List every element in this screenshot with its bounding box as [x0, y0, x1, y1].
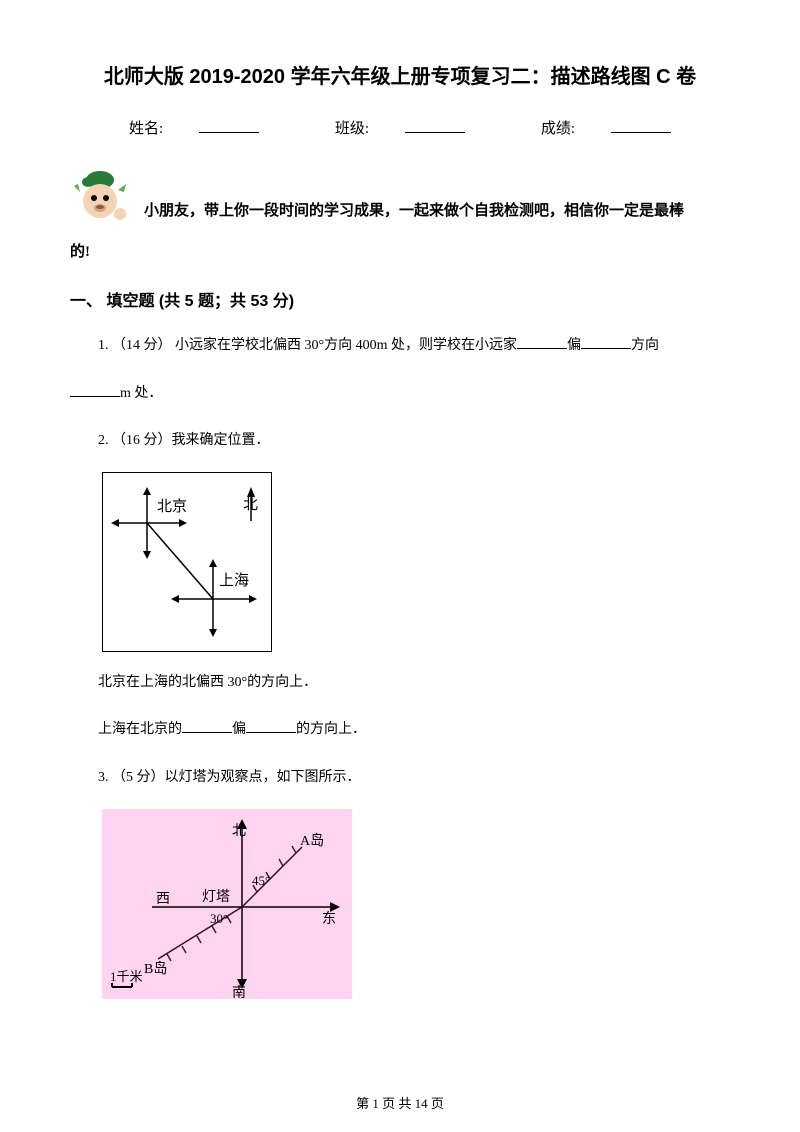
question-1-cont: m 处． — [70, 377, 730, 411]
section-header: 一、 填空题 (共 5 题；共 53 分) — [70, 287, 730, 311]
fig2-scale-label: 1千米 — [110, 969, 143, 984]
figure-lighthouse: 北 南 东 西 灯塔 A岛 45° B岛 30° 1千米 — [102, 809, 352, 999]
fig2-angle-sw: 30° — [210, 911, 228, 926]
fig2-north-label: 北 — [232, 823, 246, 839]
fig2-east-label: 东 — [322, 911, 336, 927]
question-2-sub1: 北京在上海的北偏西 30°的方向上． — [70, 666, 730, 700]
fig2-b-island-label: B岛 — [144, 961, 167, 977]
cartoon-icon — [70, 166, 132, 228]
fig2-a-island-label: A岛 — [300, 833, 324, 849]
intro-block: 小朋友，带上你一段时间的学习成果，一起来做个自我检测吧，相信你一定是最棒 — [70, 166, 730, 228]
fig1-beijing-label: 北京 — [157, 498, 187, 515]
score-label: 成绩: — [523, 121, 689, 137]
fig1-shanghai-label: 上海 — [219, 572, 249, 589]
fig2-angle-ne: 45° — [252, 873, 270, 888]
question-2-sub2: 上海在北京的偏的方向上． — [70, 713, 730, 747]
fig1-north-label: 北 — [243, 496, 258, 513]
intro-text-line2: 的! — [70, 236, 730, 269]
fig2-west-label: 西 — [156, 892, 170, 907]
question-3: 3. （5 分）以灯塔为观察点，如下图所示． — [70, 761, 730, 795]
class-label: 班级: — [317, 121, 483, 137]
name-label: 姓名: — [111, 121, 277, 137]
info-row: 姓名: 班级: 成绩: — [70, 117, 730, 138]
question-2: 2. （16 分）我来确定位置． — [70, 424, 730, 458]
fig2-center-label: 灯塔 — [202, 889, 230, 905]
question-1: 1. （14 分） 小远家在学校北偏西 30°方向 400m 处，则学校在小远家… — [70, 329, 730, 363]
page-footer: 第 1 页 共 14 页 — [0, 1093, 800, 1112]
fig2-south-label: 南 — [232, 985, 246, 999]
figure-beijing-shanghai: 北京 上海 北 — [102, 472, 272, 652]
page-title: 北师大版 2019-2020 学年六年级上册专项复习二：描述路线图 C 卷 — [70, 60, 730, 89]
intro-text-line1: 小朋友，带上你一段时间的学习成果，一起来做个自我检测吧，相信你一定是最棒 — [144, 195, 684, 228]
